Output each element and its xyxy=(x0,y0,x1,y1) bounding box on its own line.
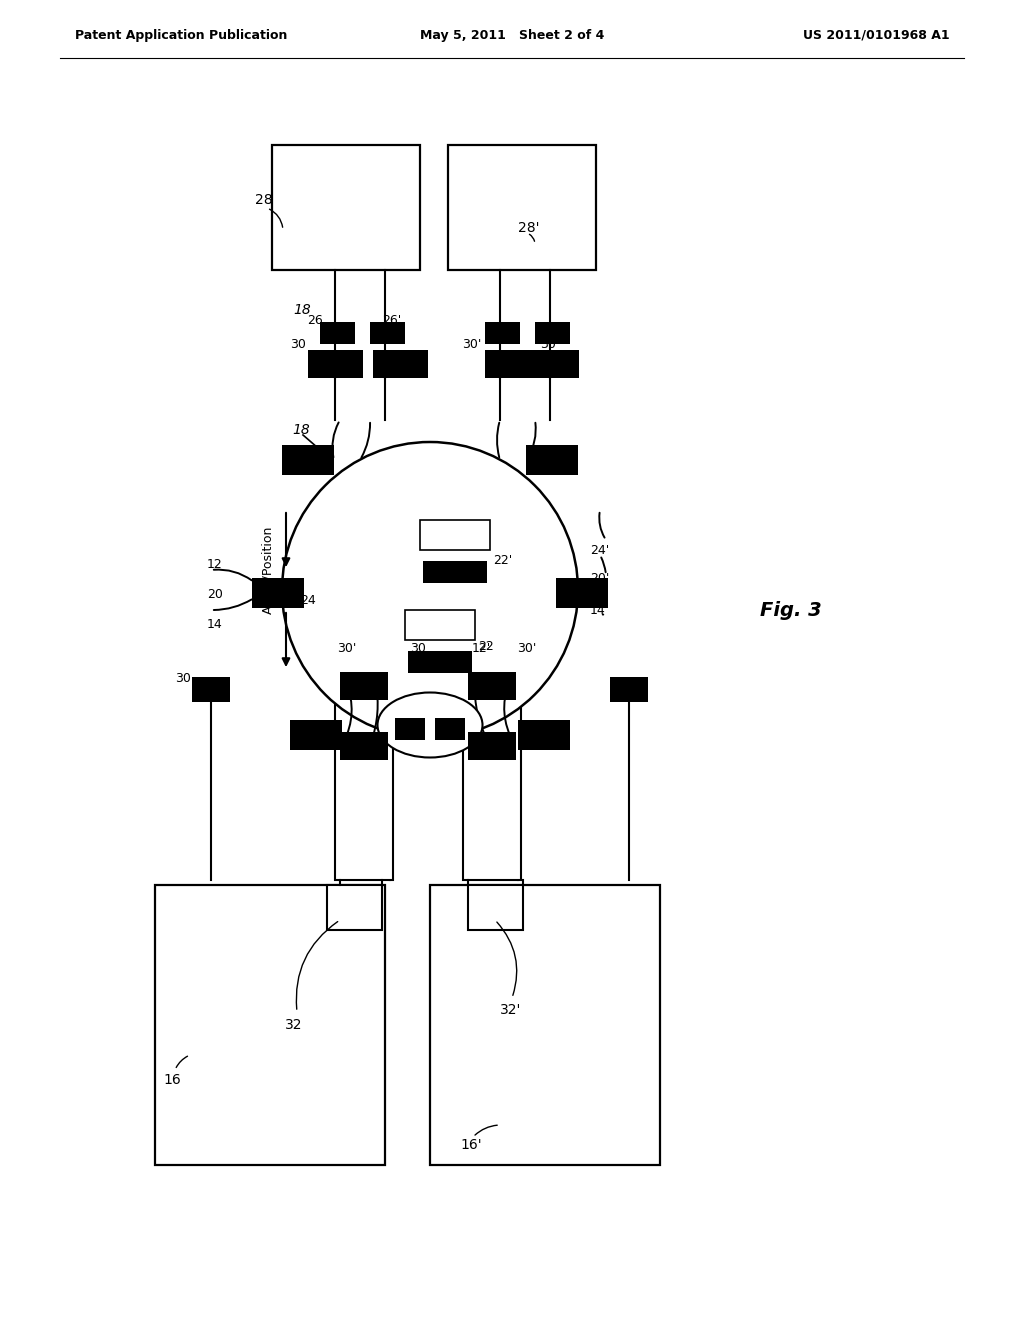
Bar xyxy=(395,718,425,741)
Text: 30': 30' xyxy=(612,676,632,689)
Bar xyxy=(420,520,490,550)
Bar xyxy=(252,578,304,609)
Text: 28': 28' xyxy=(518,220,540,235)
Text: 30: 30 xyxy=(175,672,190,685)
Text: 32': 32' xyxy=(500,1003,521,1016)
Text: 16': 16' xyxy=(460,1138,481,1152)
Bar xyxy=(340,672,388,700)
Bar xyxy=(463,660,521,880)
Bar xyxy=(430,884,660,1166)
Text: 22: 22 xyxy=(478,640,494,653)
Text: 28: 28 xyxy=(255,193,272,207)
Text: 30': 30' xyxy=(337,642,356,655)
Text: 30': 30' xyxy=(540,338,559,351)
Bar xyxy=(327,884,382,931)
Text: 26: 26 xyxy=(307,314,323,326)
Bar xyxy=(518,719,570,750)
Bar xyxy=(370,322,406,345)
Text: 18: 18 xyxy=(292,422,309,437)
Text: 16: 16 xyxy=(163,1073,181,1086)
Bar xyxy=(406,610,475,640)
Bar xyxy=(526,445,578,475)
Bar xyxy=(335,660,393,880)
Bar xyxy=(535,322,570,345)
Text: Patent Application Publication: Patent Application Publication xyxy=(75,29,288,41)
Text: 20: 20 xyxy=(207,589,223,602)
Bar xyxy=(423,561,487,583)
Bar xyxy=(193,677,230,702)
Text: 30: 30 xyxy=(290,338,306,351)
Text: Fig. 3: Fig. 3 xyxy=(760,601,821,619)
Ellipse shape xyxy=(282,442,578,738)
Text: 24: 24 xyxy=(300,594,315,606)
Text: 12: 12 xyxy=(207,558,223,572)
Bar xyxy=(308,350,362,378)
Bar xyxy=(435,718,465,741)
Text: 30: 30 xyxy=(410,642,426,655)
Bar xyxy=(468,884,523,931)
Bar xyxy=(373,350,428,378)
Text: 32: 32 xyxy=(285,1018,302,1032)
Text: 24': 24' xyxy=(590,544,609,557)
Bar xyxy=(290,719,342,750)
Text: 30': 30' xyxy=(462,338,481,351)
Bar xyxy=(319,322,355,345)
Bar xyxy=(485,322,520,345)
Bar xyxy=(272,145,420,271)
Text: 20': 20' xyxy=(590,572,609,585)
Text: Angle/Position: Angle/Position xyxy=(261,525,274,614)
Bar xyxy=(610,677,648,702)
Bar xyxy=(408,651,472,673)
Text: 12': 12' xyxy=(472,642,492,655)
Bar xyxy=(282,445,334,475)
Text: May 5, 2011   Sheet 2 of 4: May 5, 2011 Sheet 2 of 4 xyxy=(420,29,604,41)
Text: 26': 26' xyxy=(382,314,401,326)
Text: US 2011/0101968 A1: US 2011/0101968 A1 xyxy=(804,29,950,41)
Text: 30': 30' xyxy=(517,642,537,655)
Text: 14': 14' xyxy=(590,603,609,616)
Ellipse shape xyxy=(378,693,482,758)
Text: 18: 18 xyxy=(293,304,310,317)
Text: 14: 14 xyxy=(207,619,223,631)
Bar xyxy=(485,350,540,378)
Bar xyxy=(155,884,385,1166)
Text: 22': 22' xyxy=(493,553,512,566)
Bar xyxy=(340,733,388,760)
Bar xyxy=(537,350,579,378)
Bar xyxy=(468,672,516,700)
Bar xyxy=(468,733,516,760)
Bar xyxy=(449,145,596,271)
Bar xyxy=(556,578,608,609)
